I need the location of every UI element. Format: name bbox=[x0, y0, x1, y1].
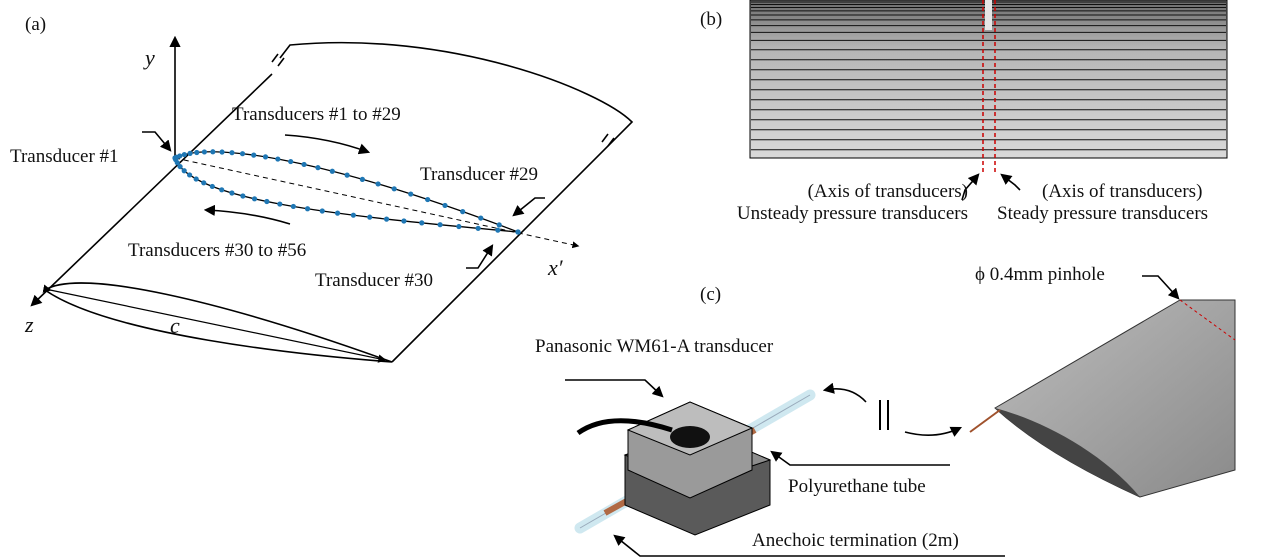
transducer-dot bbox=[194, 150, 199, 155]
panel-c: (c) ϕ 0.4mm pinhole Panasonic WM61-A tra… bbox=[535, 264, 1235, 556]
break-mark bbox=[272, 54, 614, 146]
transducer-dot bbox=[392, 186, 397, 191]
annotation: Transducer #30 bbox=[315, 270, 433, 291]
transducer-dot bbox=[240, 193, 245, 198]
panel-a: (a) y z c x′ Transducers #1 to #29 Trans… bbox=[10, 14, 632, 362]
transducer-dot bbox=[187, 151, 192, 156]
transducer-dot bbox=[201, 180, 206, 185]
transducer-dot bbox=[408, 191, 413, 196]
transducer-dot bbox=[210, 184, 215, 189]
arrow bbox=[825, 389, 866, 402]
transducer-dot bbox=[263, 154, 268, 159]
chord-label: c bbox=[170, 313, 180, 338]
axis-label: x′ bbox=[547, 255, 564, 280]
transducer-dot bbox=[476, 226, 481, 231]
annotation: Panasonic WM61-A transducer bbox=[535, 336, 774, 357]
axis-label: z bbox=[24, 312, 34, 337]
transducer-dot bbox=[351, 213, 356, 218]
transducer-dot bbox=[497, 222, 502, 227]
tube bbox=[970, 410, 1000, 432]
transducer-dot bbox=[202, 149, 207, 154]
arrow bbox=[514, 198, 545, 215]
transducer-dot bbox=[252, 196, 257, 201]
transducer-dot bbox=[291, 204, 296, 209]
annotation: Steady pressure transducers bbox=[997, 203, 1208, 224]
transducer-dot bbox=[182, 152, 187, 157]
transducer-dot bbox=[360, 177, 365, 182]
plate-edge bbox=[280, 43, 632, 362]
transducer-dot bbox=[515, 229, 520, 234]
transducer-dot bbox=[275, 156, 280, 161]
panel-label: (b) bbox=[700, 9, 722, 30]
tube-strip bbox=[985, 0, 992, 30]
annotation: (Axis of transducers) bbox=[1042, 181, 1202, 202]
transducer-dot bbox=[375, 181, 380, 186]
transducer-dot bbox=[315, 165, 320, 170]
transducer-dot bbox=[194, 176, 199, 181]
annotation: Transducers #1 to #29 bbox=[232, 104, 401, 125]
transducer-dot bbox=[277, 201, 282, 206]
arrow bbox=[1002, 175, 1020, 190]
transducer-dot bbox=[345, 173, 350, 178]
transducer-dot bbox=[330, 169, 335, 174]
annotation: Anechoic termination (2m) bbox=[752, 530, 959, 551]
transducer-dot bbox=[240, 151, 245, 156]
transducer-dot bbox=[229, 190, 234, 195]
arrow bbox=[285, 135, 368, 152]
transducer-dot bbox=[335, 211, 340, 216]
transducer-dot bbox=[187, 172, 192, 177]
transducer-dot bbox=[460, 209, 465, 214]
transducer-dot bbox=[425, 197, 430, 202]
annotation: Unsteady pressure transducers bbox=[737, 203, 968, 224]
chord-line bbox=[50, 290, 385, 360]
transducer-dot bbox=[264, 199, 269, 204]
arrow bbox=[206, 210, 290, 224]
transducer-dot bbox=[219, 187, 224, 192]
transducer-dot bbox=[210, 149, 215, 154]
arrow bbox=[142, 132, 170, 150]
arrow bbox=[565, 380, 662, 396]
microphone bbox=[670, 426, 710, 448]
arrow bbox=[1142, 276, 1178, 298]
arrow bbox=[905, 428, 960, 435]
transducer-dot bbox=[177, 153, 182, 158]
transducer-dot bbox=[229, 150, 234, 155]
transducer-dot bbox=[182, 168, 187, 173]
annotation: Polyurethane tube bbox=[788, 476, 926, 497]
transducer-dot bbox=[367, 215, 372, 220]
transducer-dot bbox=[219, 149, 224, 154]
annotation: Transducer #1 bbox=[10, 146, 119, 167]
break-mark bbox=[880, 400, 888, 430]
transducer-dot bbox=[301, 162, 306, 167]
transducer-dot bbox=[437, 222, 442, 227]
annotation: Transducer #29 bbox=[420, 164, 538, 185]
arrow bbox=[772, 452, 950, 465]
transducer-dot bbox=[456, 224, 461, 229]
transducer-dot bbox=[288, 159, 293, 164]
panel-label: (a) bbox=[25, 14, 46, 35]
transducer-dot bbox=[478, 215, 483, 220]
panel-label: (c) bbox=[700, 284, 721, 305]
transducer-dot bbox=[419, 220, 424, 225]
panel-b: (b) (Axis of transducers) Unsteady press… bbox=[700, 0, 1227, 224]
transducer-dot bbox=[320, 208, 325, 213]
annotation: Transducers #30 to #56 bbox=[128, 240, 306, 261]
transducer-dot bbox=[442, 203, 447, 208]
transducer-dot bbox=[384, 217, 389, 222]
annotation: ϕ 0.4mm pinhole bbox=[975, 264, 1105, 285]
axis-label: y bbox=[143, 45, 155, 70]
transducer-dot bbox=[305, 206, 310, 211]
transducer-dot bbox=[495, 228, 500, 233]
annotation: (Axis of transducers) bbox=[808, 181, 968, 202]
arrow bbox=[466, 246, 492, 268]
transducer-dot bbox=[177, 164, 182, 169]
figure: (a) y z c x′ Transducers #1 to #29 Trans… bbox=[0, 0, 1273, 558]
wing bbox=[995, 300, 1235, 497]
transducer-dot bbox=[251, 153, 256, 158]
transducer-dot bbox=[401, 218, 406, 223]
